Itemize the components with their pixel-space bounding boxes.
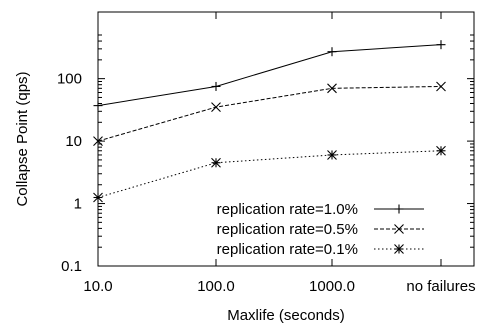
data-point bbox=[436, 81, 446, 92]
data-point-stroke bbox=[211, 102, 221, 113]
data-point-stroke bbox=[93, 192, 103, 203]
x-axis-title: Maxlife (seconds) bbox=[227, 307, 345, 324]
x-tick-label: 100.0 bbox=[197, 278, 235, 295]
plot-frame bbox=[97, 11, 475, 267]
legend-marker bbox=[394, 204, 404, 214]
data-point bbox=[211, 102, 221, 113]
data-point-stroke bbox=[436, 81, 446, 92]
data-point-stroke bbox=[327, 150, 337, 160]
y-axis-title: Collapse Point (qps) bbox=[14, 71, 31, 206]
legend-label: replication rate=0.5% bbox=[217, 221, 358, 238]
data-point-stroke bbox=[211, 157, 221, 168]
data-point bbox=[93, 136, 103, 146]
y-axis: 0.1 1 10 100 bbox=[57, 34, 474, 275]
data-series bbox=[93, 40, 446, 203]
data-point-stroke bbox=[394, 244, 404, 254]
data-point bbox=[93, 192, 103, 203]
y-tick-label: 1 bbox=[74, 196, 82, 213]
data-point bbox=[327, 47, 337, 57]
data-point bbox=[327, 83, 337, 94]
data-point bbox=[436, 145, 446, 156]
data-point bbox=[327, 150, 337, 160]
y-tick-label: 100 bbox=[57, 71, 82, 88]
data-point-stroke bbox=[436, 145, 446, 156]
y-tick-label: 10 bbox=[65, 133, 82, 150]
data-point bbox=[436, 40, 446, 50]
x-tick-label: 1000.0 bbox=[309, 278, 355, 295]
series-line bbox=[97, 85, 442, 142]
data-point-stroke bbox=[394, 224, 404, 234]
legend: replication rate=1.0% replication rate=0.… bbox=[217, 201, 424, 258]
data-point bbox=[211, 157, 221, 168]
legend-label: replication rate=1.0% bbox=[217, 201, 358, 218]
series-line bbox=[97, 44, 442, 107]
data-point bbox=[211, 81, 221, 91]
legend-label: replication rate=0.1% bbox=[217, 241, 358, 258]
x-axis: 10.0 100.0 1000.0 no failures bbox=[83, 12, 476, 295]
data-point-stroke bbox=[93, 136, 103, 146]
x-tick-label: no failures bbox=[406, 278, 475, 295]
legend-marker bbox=[394, 244, 404, 254]
data-point-stroke bbox=[327, 83, 337, 94]
x-tick-label: 10.0 bbox=[83, 278, 112, 295]
legend-marker bbox=[394, 224, 404, 234]
series-line bbox=[97, 150, 442, 198]
y-tick-label: 0.1 bbox=[61, 258, 82, 275]
data-point bbox=[93, 101, 103, 111]
